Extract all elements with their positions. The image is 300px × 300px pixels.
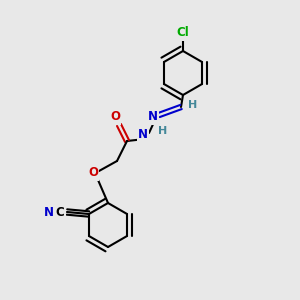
Text: Cl: Cl — [177, 26, 189, 40]
Text: N: N — [138, 128, 148, 142]
Text: O: O — [88, 167, 98, 179]
Text: N: N — [44, 206, 54, 218]
Text: O: O — [110, 110, 120, 124]
Text: C: C — [56, 206, 64, 218]
Text: N: N — [148, 110, 158, 124]
Text: H: H — [158, 126, 168, 136]
Text: H: H — [188, 100, 198, 110]
